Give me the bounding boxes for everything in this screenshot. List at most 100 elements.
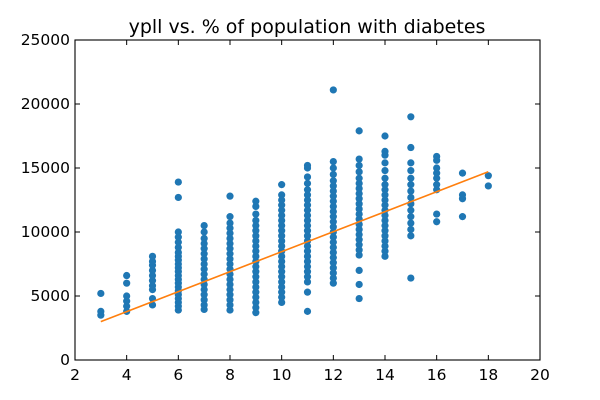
data-point: [303, 307, 312, 315]
data-point: [329, 213, 337, 221]
data-point: [329, 279, 337, 287]
data-point: [252, 232, 260, 240]
data-point: [226, 250, 234, 258]
data-point: [123, 292, 131, 300]
data-point: [303, 206, 312, 214]
data-point: [303, 216, 312, 225]
data-point: [200, 270, 208, 278]
data-point: [407, 174, 415, 182]
data-point: [278, 288, 286, 296]
data-point: [252, 283, 260, 291]
data-point: [381, 227, 389, 235]
data-point: [226, 219, 234, 227]
data-point: [252, 309, 260, 317]
x-tick-label: 2: [70, 366, 80, 384]
data-point: [355, 266, 363, 274]
data-point: [148, 277, 157, 285]
data-point: [226, 245, 234, 253]
data-point: [407, 274, 415, 282]
data-point: [355, 168, 363, 176]
data-point: [226, 306, 234, 314]
data-point: [381, 186, 389, 194]
data-point: [278, 211, 286, 219]
data-point: [303, 191, 312, 199]
data-point: [252, 303, 260, 312]
data-point: [303, 278, 312, 286]
data-point: [381, 211, 389, 219]
data-point: [200, 228, 208, 236]
data-point: [148, 266, 157, 274]
data-point: [278, 298, 286, 306]
x-axis: 2 4 6 8 10 12 14 16 18 20: [70, 40, 550, 384]
data-point: [381, 196, 389, 204]
data-point: [200, 245, 208, 253]
data-point: [278, 216, 286, 225]
data-point: [329, 207, 337, 216]
data-point: [97, 307, 105, 315]
data-point: [252, 252, 260, 260]
data-point: [329, 269, 337, 277]
data-point: [329, 218, 337, 226]
data-point: [381, 181, 389, 189]
data-point: [303, 227, 312, 235]
y-tick-label: 15000: [21, 159, 70, 177]
data-point: [381, 174, 389, 182]
data-point: [329, 259, 337, 267]
data-point: [252, 210, 260, 218]
data-point: [278, 268, 286, 276]
x-tick-label: 20: [530, 366, 550, 384]
data-point: [458, 191, 467, 199]
data-point: [226, 301, 234, 309]
data-point: [303, 273, 312, 281]
data-point: [174, 228, 182, 236]
data-point: [329, 202, 337, 210]
data-point: [381, 232, 389, 240]
data-point: [303, 179, 312, 187]
data-point: [433, 174, 441, 182]
data-point: [381, 166, 389, 175]
data-point: [252, 298, 260, 306]
data-point: [174, 243, 182, 251]
data-point: [355, 174, 363, 182]
data-point: [458, 213, 467, 221]
x-tick-label: 18: [478, 366, 498, 384]
data-point: [381, 242, 389, 250]
y-tick-label: 20000: [21, 95, 70, 113]
data-point: [226, 260, 234, 268]
data-point: [355, 195, 363, 203]
data-point: [200, 250, 208, 258]
data-point: [278, 181, 286, 189]
data-point: [381, 132, 389, 140]
data-point: [303, 268, 312, 276]
data-point: [355, 127, 363, 135]
data-point: [278, 227, 286, 235]
x-tick-label: 12: [323, 366, 343, 384]
data-point: [407, 213, 415, 221]
data-point: [355, 205, 363, 213]
data-point: [278, 257, 286, 266]
data-point: [381, 252, 389, 260]
chart-title: ypll vs. % of population with diabetes: [129, 16, 486, 38]
data-point: [407, 206, 415, 214]
data-point: [407, 181, 415, 189]
data-point: [355, 179, 363, 187]
data-point: [278, 278, 286, 286]
data-point: [355, 210, 363, 218]
data-point: [200, 296, 208, 304]
data-point: [252, 237, 260, 245]
data-point: [303, 247, 312, 255]
data-point: [252, 262, 260, 271]
data-point: [303, 161, 312, 170]
data-point: [252, 227, 260, 235]
data-point: [329, 158, 337, 166]
data-point: [226, 229, 234, 237]
data-point: [252, 278, 260, 286]
data-point: [329, 243, 337, 251]
data-point: [407, 193, 415, 202]
data-point: [355, 280, 363, 289]
data-point: [174, 193, 182, 202]
data-point: [174, 178, 182, 186]
data-point: [226, 255, 234, 263]
